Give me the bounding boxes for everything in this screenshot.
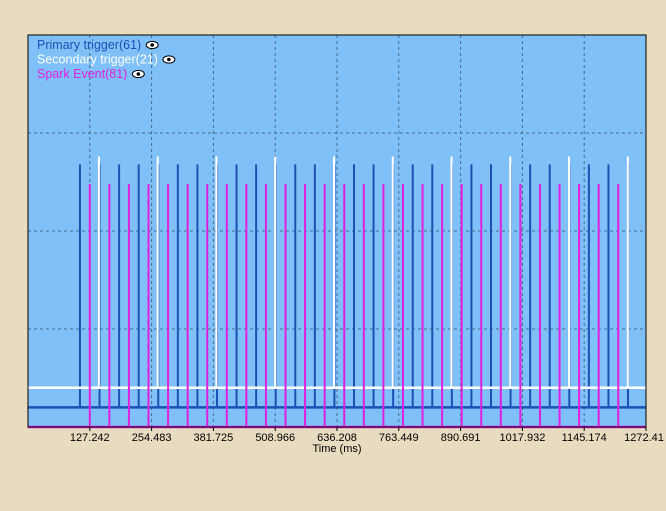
x-tick-label: 1272.41 xyxy=(624,432,664,444)
x-tick-label: 636.208 xyxy=(317,432,357,444)
legend-item[interactable]: Secondary trigger(21) xyxy=(37,53,176,67)
x-tick-label: 1017.932 xyxy=(499,432,545,444)
x-tick-label: 254.483 xyxy=(132,432,172,444)
x-axis-label: Time (ms) xyxy=(312,443,361,455)
plot-border xyxy=(27,34,647,428)
x-tick-label: 1145.174 xyxy=(562,432,607,444)
x-axis-ticks: 127.242 254.483 381.725 508.966 636.208 763.4… xyxy=(70,427,664,444)
x-tick-label: 763.449 xyxy=(379,432,419,444)
x-tick-label: 508.966 xyxy=(255,432,295,444)
x-tick-label: 890.691 xyxy=(441,432,481,444)
legend-label: Secondary trigger(21) xyxy=(37,53,158,67)
legend: Primary trigger(61)Secondary trigger(21)… xyxy=(37,38,176,81)
x-tick-label: 127.242 xyxy=(70,432,110,444)
legend-label: Spark Event(81) xyxy=(37,67,127,81)
eye-icon[interactable] xyxy=(145,40,159,50)
legend-item[interactable]: Spark Event(81) xyxy=(37,67,145,81)
series-2 xyxy=(28,156,646,390)
series-layer xyxy=(28,156,646,429)
legend-item[interactable]: Primary trigger(61) xyxy=(37,38,159,52)
eye-icon[interactable] xyxy=(162,55,176,64)
eye-icon[interactable] xyxy=(131,69,145,79)
legend-label: Primary trigger(61) xyxy=(37,38,141,52)
x-tick-label: 381.725 xyxy=(194,432,234,444)
